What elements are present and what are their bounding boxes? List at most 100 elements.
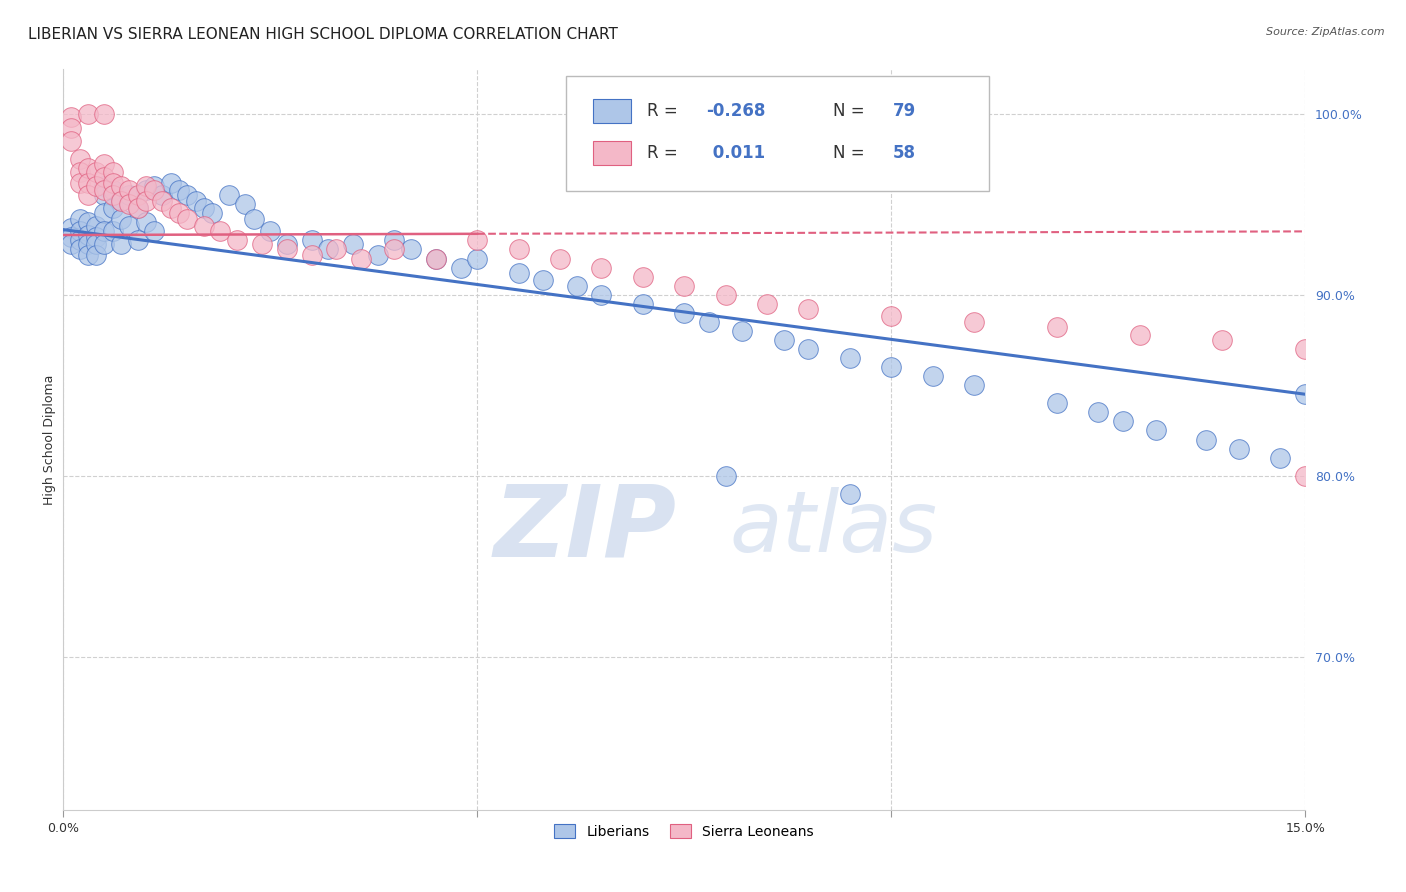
Point	[69, 211, 91, 226]
Point	[135, 183, 157, 197]
Point	[838, 487, 860, 501]
Point	[1211, 333, 1233, 347]
Point	[301, 234, 323, 248]
Point	[325, 243, 347, 257]
Point	[77, 188, 100, 202]
Point	[465, 234, 488, 248]
Point	[673, 278, 696, 293]
Text: -0.268: -0.268	[707, 103, 766, 120]
Point	[1129, 327, 1152, 342]
Point	[60, 237, 83, 252]
Point	[101, 201, 124, 215]
Point	[242, 211, 264, 226]
Point	[143, 179, 166, 194]
Point	[425, 252, 447, 266]
Point	[399, 243, 422, 257]
Point	[118, 183, 141, 197]
Point	[250, 237, 273, 252]
Point	[531, 273, 554, 287]
Point	[84, 237, 107, 252]
Point	[135, 215, 157, 229]
Point	[167, 183, 190, 197]
Point	[110, 237, 132, 252]
Point	[797, 302, 820, 317]
Point	[84, 219, 107, 233]
Point	[1046, 396, 1069, 410]
Point	[69, 243, 91, 257]
Point	[342, 237, 364, 252]
Y-axis label: High School Diploma: High School Diploma	[44, 375, 56, 505]
Point	[673, 306, 696, 320]
Point	[60, 111, 83, 125]
Point	[508, 243, 530, 257]
Point	[93, 224, 115, 238]
Point	[276, 243, 298, 257]
Point	[110, 211, 132, 226]
Bar	[593, 141, 631, 166]
Bar	[593, 99, 631, 123]
Point	[101, 183, 124, 197]
Point	[60, 220, 83, 235]
Point	[367, 248, 389, 262]
Point	[101, 176, 124, 190]
Point	[84, 229, 107, 244]
Point	[69, 164, 91, 178]
Point	[1144, 424, 1167, 438]
Point	[60, 134, 83, 148]
Point	[963, 378, 986, 392]
Point	[93, 183, 115, 197]
Point	[201, 206, 224, 220]
Text: 0.011: 0.011	[707, 145, 765, 162]
Point	[69, 176, 91, 190]
Point	[77, 227, 100, 242]
Point	[143, 224, 166, 238]
Text: R =: R =	[647, 103, 683, 120]
Point	[77, 215, 100, 229]
Point	[69, 234, 91, 248]
Point	[963, 315, 986, 329]
Point	[591, 287, 613, 301]
Point	[1195, 433, 1218, 447]
Point	[101, 164, 124, 178]
Point	[176, 211, 198, 226]
Text: N =: N =	[834, 103, 870, 120]
Point	[316, 243, 339, 257]
Point	[77, 176, 100, 190]
Point	[118, 197, 141, 211]
Point	[465, 252, 488, 266]
Point	[565, 278, 588, 293]
Point	[450, 260, 472, 275]
Point	[209, 224, 232, 238]
Point	[93, 179, 115, 194]
Point	[93, 206, 115, 220]
Point	[127, 201, 149, 215]
Point	[152, 194, 174, 208]
Point	[838, 351, 860, 365]
Point	[110, 194, 132, 208]
Point	[110, 194, 132, 208]
Point	[167, 206, 190, 220]
Point	[193, 201, 215, 215]
Point	[77, 161, 100, 175]
Point	[84, 179, 107, 194]
Point	[548, 252, 571, 266]
Text: N =: N =	[834, 145, 870, 162]
Point	[714, 287, 737, 301]
Point	[193, 219, 215, 233]
Point	[77, 248, 100, 262]
Point	[797, 342, 820, 356]
Point	[152, 188, 174, 202]
Text: 58: 58	[893, 145, 915, 162]
Point	[301, 248, 323, 262]
Point	[143, 183, 166, 197]
Point	[93, 188, 115, 202]
Point	[382, 234, 405, 248]
Point	[127, 188, 149, 202]
Point	[880, 310, 903, 324]
Point	[772, 333, 794, 347]
Legend: Liberians, Sierra Leoneans: Liberians, Sierra Leoneans	[548, 819, 820, 845]
Text: LIBERIAN VS SIERRA LEONEAN HIGH SCHOOL DIPLOMA CORRELATION CHART: LIBERIAN VS SIERRA LEONEAN HIGH SCHOOL D…	[28, 27, 619, 42]
Text: ZIP: ZIP	[494, 480, 676, 577]
Point	[101, 224, 124, 238]
Point	[591, 260, 613, 275]
